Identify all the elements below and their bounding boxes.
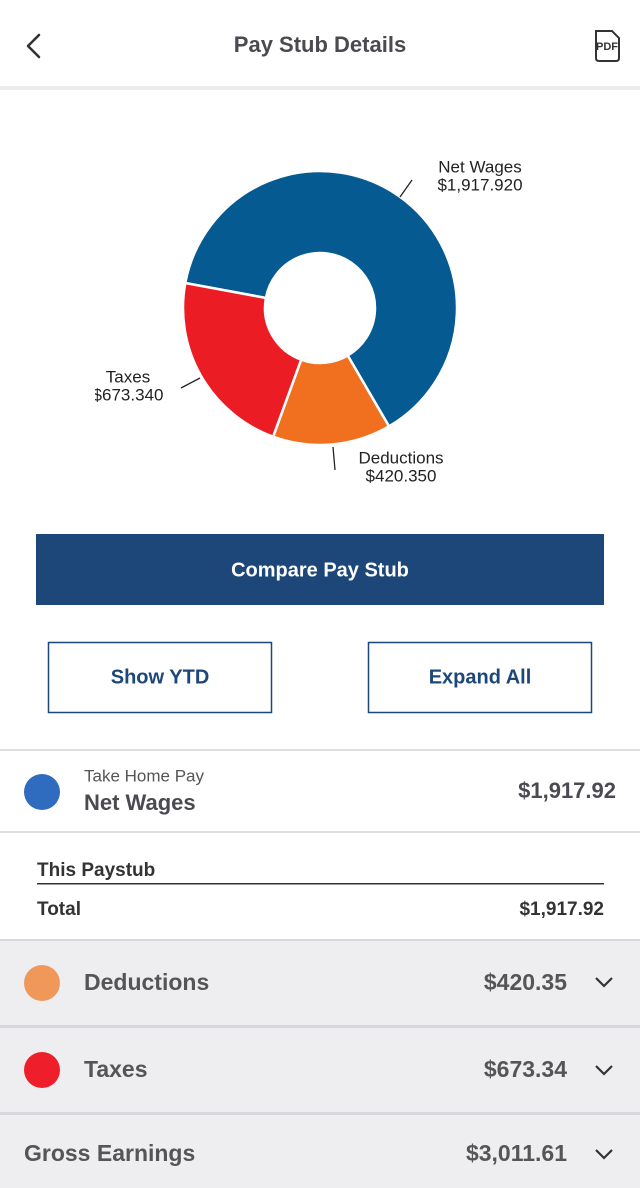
leader-line: [399, 179, 413, 198]
net-wages-dot: [24, 774, 60, 810]
row-name: Deductions: [84, 969, 209, 995]
deductions-row[interactable]: Deductions $420.35: [24, 965, 613, 1001]
donut-chart: Net Wages$1,917.920 Deductions$420.350 Tax…: [93, 157, 523, 485]
slice-value-label: $1,917.920: [437, 175, 522, 194]
show-ytd-button[interactable]: Show YTD: [47, 641, 273, 714]
leader-line: [180, 377, 201, 389]
donut-slice: [271, 353, 391, 447]
net-wages-name: Net Wages: [84, 790, 196, 815]
compare-button-label: Compare Pay Stub: [231, 559, 409, 581]
compare-button[interactable]: Compare Pay Stub: [36, 534, 604, 605]
deductions-dot: [24, 965, 60, 1001]
header: [0, 0, 640, 88]
expand-all-label: Expand All: [429, 666, 532, 688]
leader-line: [332, 446, 336, 471]
slice-label: Deductions: [358, 448, 443, 467]
chevron: [595, 1149, 613, 1160]
pdf-button[interactable]: PDF: [595, 30, 620, 62]
row-name: Gross Earnings: [24, 1140, 195, 1166]
net-wages-amount: $1,917.92: [518, 778, 616, 803]
slice-label: Taxes: [106, 367, 150, 386]
page-title: Pay Stub Details: [234, 32, 406, 57]
expand-all-button[interactable]: Expand All: [367, 641, 593, 714]
total-amount: $1,917.92: [519, 899, 604, 920]
slice-value-label: $673.340: [93, 385, 164, 404]
pdf-label: PDF: [596, 41, 618, 53]
net-wages-caption: Take Home Pay: [84, 766, 204, 785]
donut-slice: [181, 281, 303, 439]
row-amount: $673.34: [484, 1056, 567, 1082]
heading-underline: [37, 883, 604, 885]
net-wages-row[interactable]: Take Home Pay Net Wages $1,917.92: [24, 766, 616, 815]
chevron: [595, 1065, 613, 1076]
divider: [0, 749, 640, 751]
chevron: [595, 977, 613, 988]
row-amount: $420.35: [484, 969, 567, 995]
row-name: Taxes: [84, 1056, 148, 1082]
header-divider: [0, 86, 640, 90]
show-ytd-label: Show YTD: [111, 666, 210, 688]
pdf-icon: [595, 30, 620, 62]
donut-slice: [183, 169, 459, 429]
divider: [0, 1025, 640, 1028]
slice-label: Net Wages: [438, 157, 521, 176]
expand-all-border: [367, 641, 593, 714]
compare-button-bg: [36, 534, 604, 605]
divider: [0, 939, 640, 941]
this-paystub-heading: This Paystub: [37, 860, 155, 881]
taxes-dot: [24, 1052, 60, 1088]
slice-value-label: $420.350: [366, 466, 437, 485]
divider: [0, 1112, 640, 1115]
taxes-row[interactable]: Taxes $673.34: [24, 1052, 613, 1088]
rows-background: [0, 940, 640, 1188]
total-label: Total: [37, 899, 81, 920]
row-amount: $3,011.61: [466, 1140, 567, 1166]
back-button[interactable]: [26, 33, 41, 59]
gross-earnings-row[interactable]: Gross Earnings $3,011.61: [24, 1140, 613, 1166]
show-ytd-border: [47, 641, 273, 714]
divider: [0, 831, 640, 833]
